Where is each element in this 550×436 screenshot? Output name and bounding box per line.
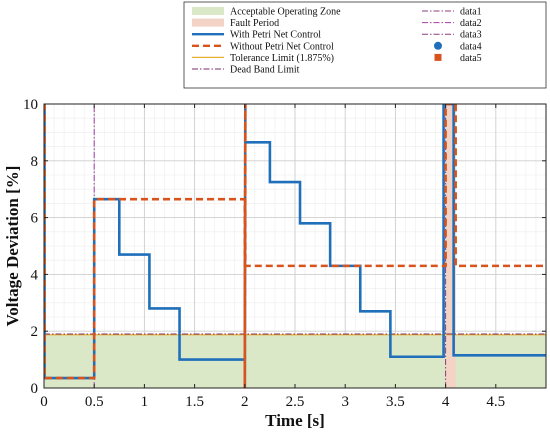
x-tick-label: 1	[141, 394, 149, 410]
x-tick-label: 2	[241, 394, 249, 410]
legend-entry-data5: data5	[434, 53, 482, 64]
y-axis-label: Voltage Deviation [%]	[3, 166, 22, 327]
legend-entry-without-petri-net-control: Without Petri Net Control	[192, 41, 334, 52]
legend-swatch	[434, 53, 442, 61]
x-tick-label: 0	[40, 394, 48, 410]
legend: Acceptable Operating Zone data1 Fault Peri…	[183, 1, 547, 89]
legend-swatch	[192, 18, 224, 27]
legend-entry-data2: data2	[422, 18, 482, 29]
x-tick-label: 2.5	[286, 394, 305, 410]
x-tick-label: 4.5	[486, 394, 505, 410]
legend-entry-fault-period: Fault Period	[192, 18, 279, 29]
x-tick-label: 3	[341, 394, 349, 410]
y-tick-label: 4	[31, 267, 39, 283]
y-tick-label: 10	[23, 97, 38, 113]
legend-swatch	[192, 7, 224, 15]
x-tick-label: 4	[442, 394, 450, 410]
legend-label: data1	[460, 7, 482, 18]
legend-entry-data1: data1	[422, 7, 482, 18]
legend-entry-data3: data3	[422, 30, 482, 41]
legend-label: Tolerance Limit (1.875%)	[230, 53, 334, 64]
acceptable-operating-zone	[44, 334, 546, 388]
legend-box	[183, 1, 547, 89]
legend-entry-with-petri-net-control: With Petri Net Control	[192, 30, 321, 41]
plot-frame	[43, 103, 547, 389]
x-axis-label: Time [s]	[265, 411, 325, 430]
legend-entry-tolerance-limit-1-875: Tolerance Limit (1.875%)	[192, 53, 334, 64]
legend-entry-data4: data4	[434, 41, 482, 52]
legend-label: data5	[460, 53, 482, 64]
y-tick-label: 2	[31, 324, 39, 340]
fault-period-band	[445, 104, 456, 388]
legend-label: With Petri Net Control	[230, 30, 321, 41]
x-tick-label: 1.5	[185, 394, 204, 410]
legend-entry-dead-band-limit: Dead Band Limit	[192, 65, 300, 76]
x-tick-label: 0.5	[85, 394, 104, 410]
x-tick-label: 3.5	[386, 394, 405, 410]
y-tick-label: 6	[31, 211, 39, 227]
series-line-without-petri-net-control	[44, 104, 546, 388]
y-tick-label: 0	[31, 381, 39, 397]
legend-swatch	[434, 41, 442, 50]
legend-label: data2	[460, 18, 482, 29]
legend-label: Acceptable Operating Zone	[230, 7, 341, 18]
legend-label: Dead Band Limit	[230, 65, 300, 76]
legend-label: data3	[460, 30, 482, 41]
legend-entry-acceptable-operating-zone: Acceptable Operating Zone	[192, 7, 341, 18]
bands	[44, 104, 546, 388]
tick-labels: 0 0.5 1 1.5 2 2.5 3 3.5 4 4.5 0 2 4 6 8 10	[23, 97, 505, 410]
legend-label: Fault Period	[230, 18, 279, 29]
series-lines	[44, 104, 546, 388]
y-tick-label: 8	[31, 154, 39, 170]
legend-label: data4	[460, 41, 482, 52]
legend-label: Without Petri Net Control	[230, 41, 334, 52]
